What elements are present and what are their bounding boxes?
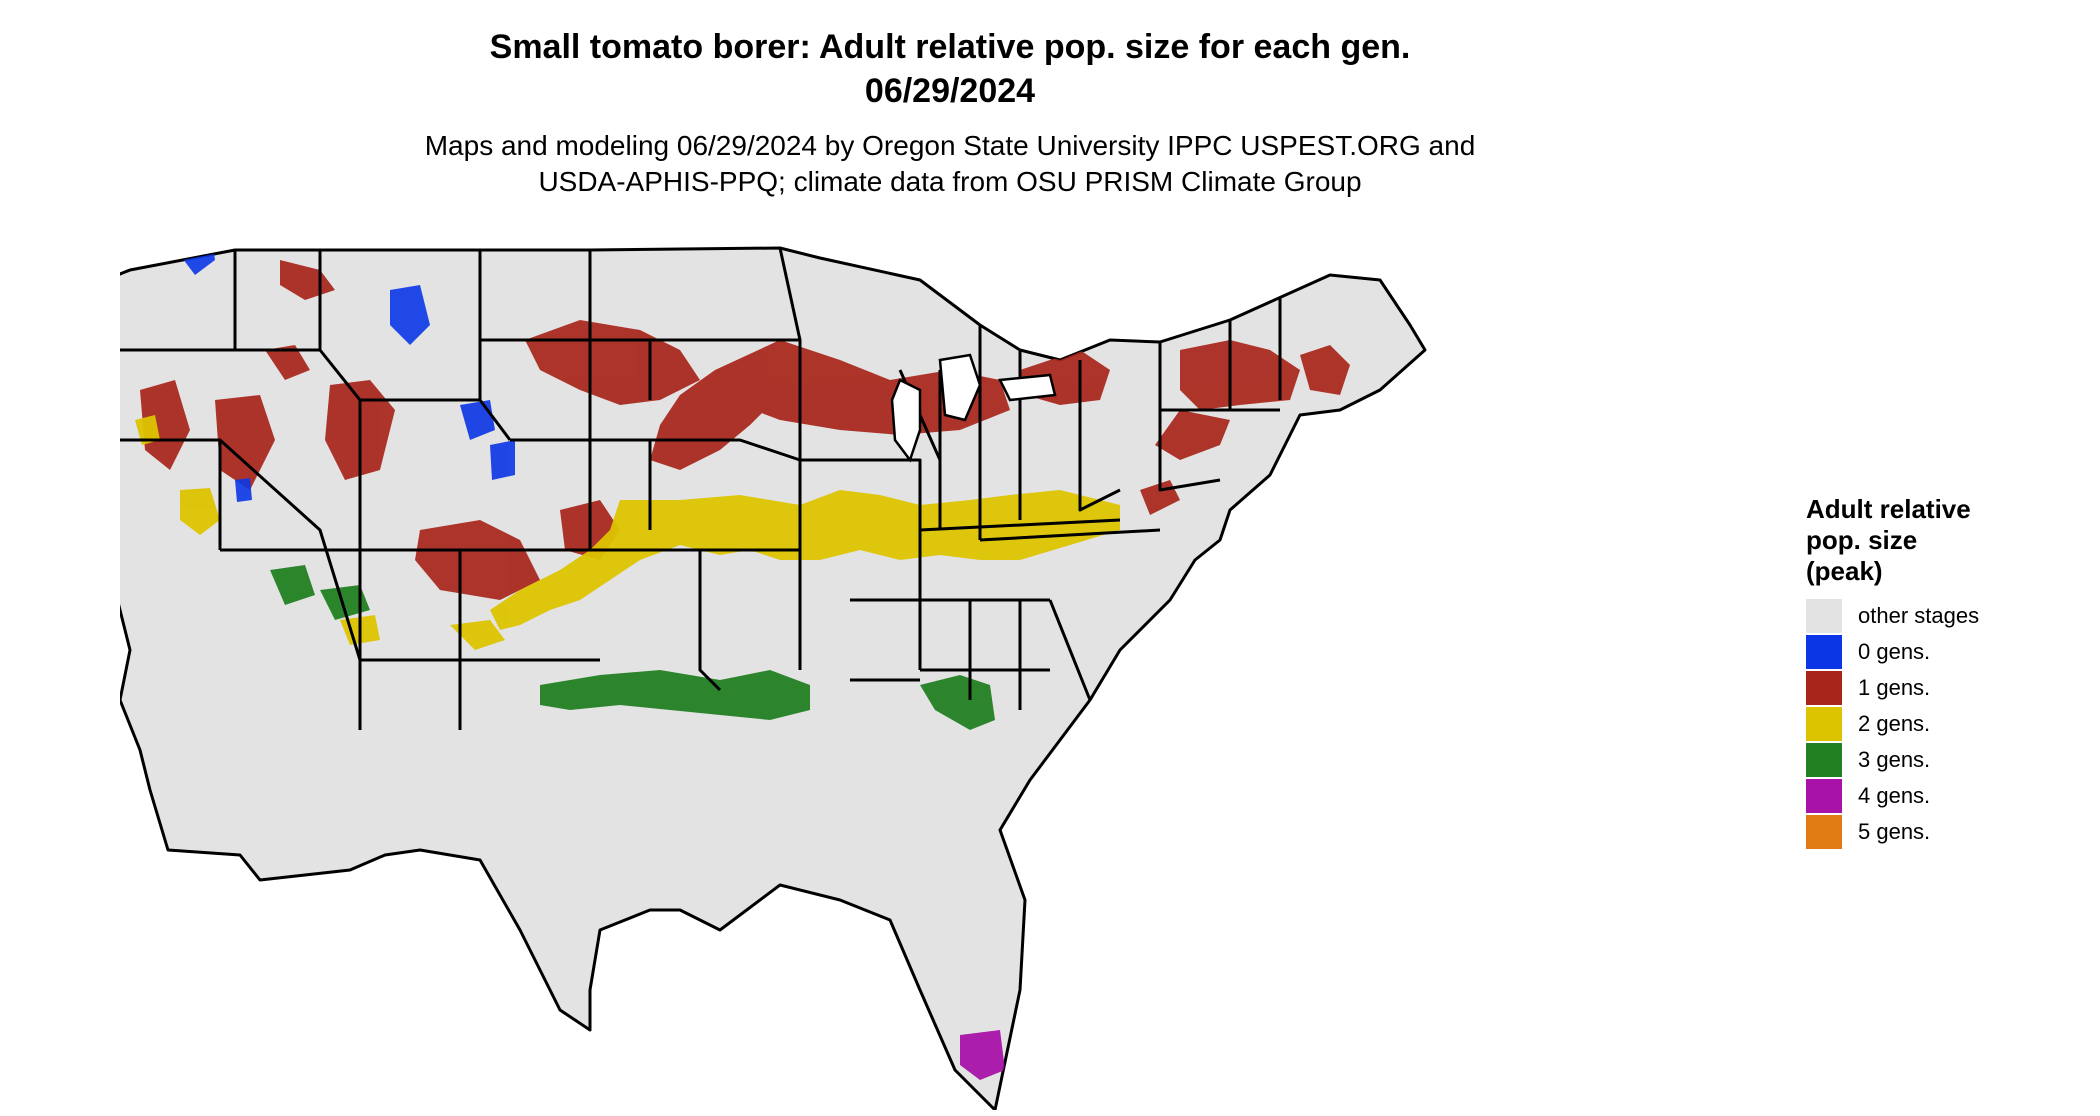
legend-swatch [1806,635,1842,669]
credits-line-1: Maps and modeling 06/29/2024 by Oregon S… [424,130,1476,161]
credits-line-2: USDA-APHIS-PPQ; climate data from OSU PR… [538,166,1362,197]
legend-label: 2 gens. [1858,711,1931,736]
legend-label: 4 gens. [1858,783,1931,808]
legend-swatch [1806,671,1842,705]
legend-swatch [1806,743,1842,777]
legend-swatch [1806,707,1842,741]
legend-swatch [1806,779,1842,813]
legend-item-1-gens: 1 gens. [1806,671,2076,707]
map-title: Small tomato borer: Adult relative pop. … [489,28,1411,66]
legend-swatch [1806,599,1842,633]
legend-title-line: Adult relative [1806,494,1971,524]
legend-label: 1 gens. [1858,675,1931,700]
legend-item-4-gens: 4 gens. [1806,779,2076,815]
map-date: 06/29/2024 [864,72,1036,110]
zone-3-gens [270,565,995,730]
legend-label: 3 gens. [1858,747,1931,772]
legend-title-line: (peak) [1806,556,1883,586]
legend-title-line: pop. size [1806,525,1918,555]
legend-label: 5 gens. [1858,819,1931,844]
legend-item-2-gens: 2 gens. [1806,707,2076,743]
legend-swatch [1806,815,1842,849]
legend-title: Adult relative pop. size (peak) [1806,494,2076,587]
legend-item-0-gens: 0 gens. [1806,635,2076,671]
legend-item-other-stages: other stages [1806,599,2076,635]
legend-label: other stages [1858,603,1980,628]
us-map [120,246,1427,1110]
legend-item-5-gens: 5 gens. [1806,815,2076,851]
great-lakes [890,353,1057,463]
legend-item-3-gens: 3 gens. [1806,743,2076,779]
legend: Adult relative pop. size (peak) other st… [1806,494,2076,851]
legend-label: 0 gens. [1858,639,1931,664]
